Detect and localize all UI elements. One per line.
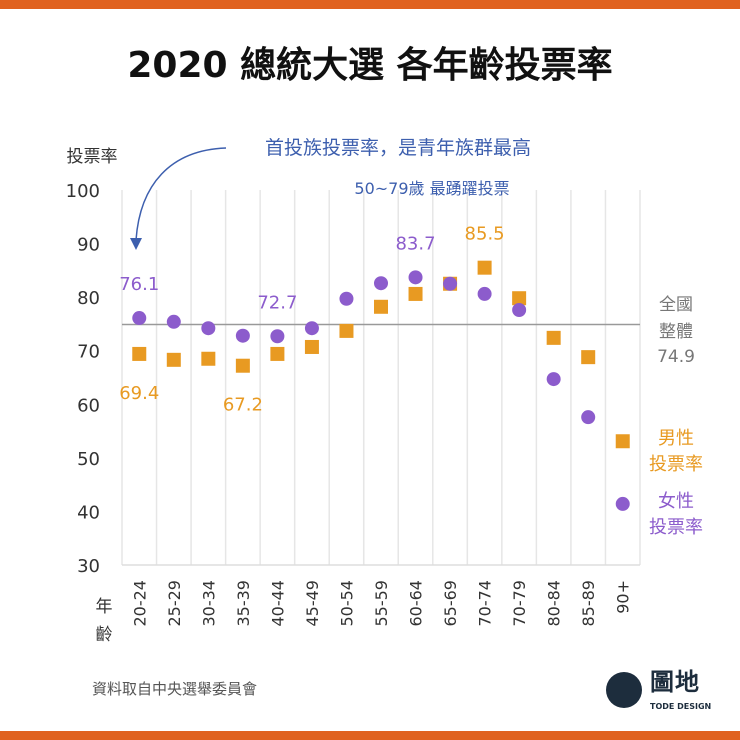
data-label: 76.1: [119, 274, 159, 295]
female-point: [166, 314, 181, 329]
y-tick-label: 40: [77, 502, 100, 523]
male-point: [581, 350, 596, 365]
male-point: [235, 358, 250, 373]
x-tick-label: 85-89: [579, 580, 598, 627]
x-axis-label: 齡: [96, 625, 113, 645]
top-bar: [0, 0, 740, 9]
globe-icon: [606, 672, 642, 708]
logo-name: 圖地: [650, 668, 700, 696]
x-axis-label: 年: [96, 597, 113, 617]
reference-value: 74.9: [657, 347, 695, 367]
female-point: [615, 496, 630, 511]
x-tick-label: 60-64: [407, 580, 426, 627]
male-point: [166, 352, 181, 367]
data-label: 67.2: [223, 395, 263, 416]
x-tick-label: 20-24: [130, 580, 149, 627]
data-label: 83.7: [395, 233, 435, 254]
x-tick-label: 90+: [614, 580, 633, 614]
male-point: [512, 291, 527, 306]
reference-label: 全國: [659, 295, 693, 315]
y-axis-label: 投票率: [67, 147, 118, 167]
male-point: [304, 339, 319, 354]
data-label: 85.5: [465, 224, 505, 245]
y-tick-label: 30: [77, 556, 100, 577]
legend-female: 投票率: [649, 517, 703, 538]
male-point: [270, 346, 285, 361]
chart-title: 2020 總統大選 各年齡投票率: [127, 45, 613, 86]
annotation-arrow: [135, 147, 227, 241]
legend-male: 男性: [658, 428, 694, 449]
y-tick-label: 50: [77, 449, 100, 470]
female-point: [546, 372, 561, 387]
y-tick-label: 100: [66, 181, 100, 202]
female-point: [201, 321, 216, 336]
y-tick-label: 80: [77, 288, 100, 309]
source-note: 資料取自中央選舉委員會: [92, 680, 258, 698]
female-point: [581, 410, 596, 425]
x-tick-label: 65-69: [441, 580, 460, 627]
data-label: 72.7: [257, 292, 297, 313]
x-tick-label: 70-79: [510, 580, 529, 627]
male-point: [374, 299, 388, 314]
x-tick-label: 80-84: [545, 580, 564, 627]
legend-female: 女性: [658, 491, 694, 512]
reference-label: 整體: [659, 322, 693, 342]
female-point: [374, 276, 388, 291]
female-point: [408, 270, 423, 285]
female-point: [477, 286, 492, 301]
female-point: [132, 311, 147, 326]
x-tick-label: 45-49: [303, 580, 322, 627]
y-tick-label: 70: [77, 342, 100, 363]
annotation-first-time-voters: 首投族投票率，是青年族群最高: [265, 137, 531, 159]
x-tick-label: 40-44: [268, 580, 287, 627]
annotation-50-79: 50~79歲 最踴躍投票: [354, 179, 509, 198]
male-point: [408, 286, 423, 301]
y-tick-label: 60: [77, 395, 100, 416]
x-tick-label: 70-74: [476, 580, 495, 627]
male-point: [477, 260, 492, 275]
x-tick-label: 30-34: [199, 580, 218, 627]
logo: 圖地 TODE DESIGN: [606, 668, 726, 716]
data-label: 69.4: [119, 383, 159, 404]
male-point: [201, 351, 216, 366]
bottom-bar: [0, 731, 740, 740]
female-point: [270, 329, 285, 344]
female-point: [512, 303, 527, 317]
legend-male: 投票率: [649, 454, 703, 475]
x-tick-label: 25-29: [165, 580, 184, 627]
x-tick-label: 55-59: [372, 580, 391, 627]
male-point: [546, 330, 561, 345]
female-point: [443, 276, 458, 291]
female-point: [235, 328, 250, 343]
female-point: [304, 321, 319, 336]
x-tick-label: 35-39: [234, 580, 253, 627]
female-point: [339, 291, 354, 306]
logo-sub: TODE DESIGN: [650, 702, 712, 711]
male-point: [132, 346, 147, 361]
y-tick-label: 90: [77, 235, 100, 256]
male-point: [615, 434, 630, 449]
arrow-head-icon: [130, 238, 142, 250]
x-tick-label: 50-54: [337, 580, 356, 627]
male-point: [339, 323, 354, 338]
